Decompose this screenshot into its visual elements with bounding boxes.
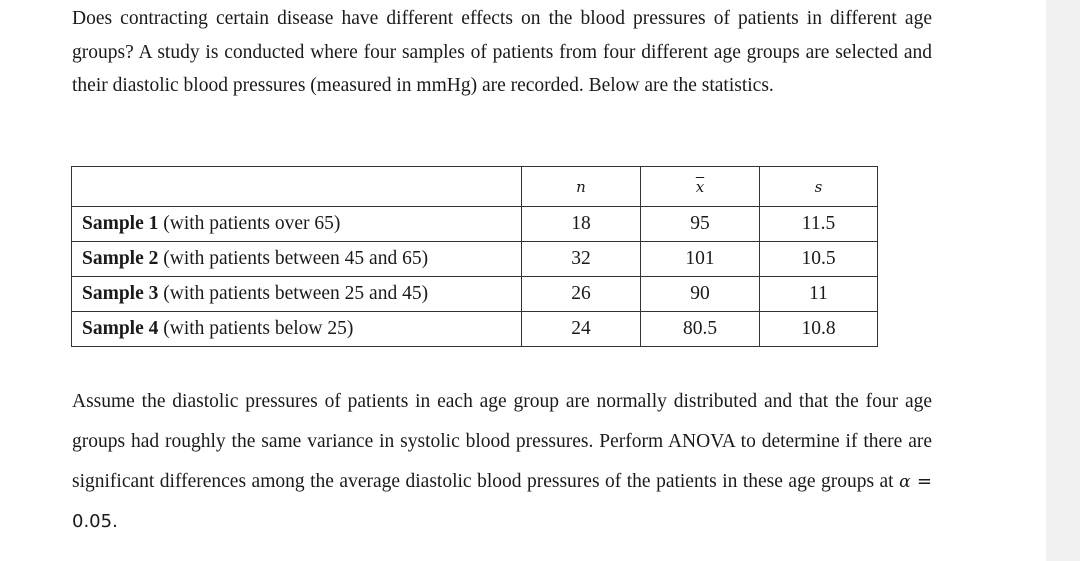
- header-n: n: [521, 166, 641, 207]
- header-empty-cell: [71, 166, 522, 207]
- cell-sd: 10.8: [759, 311, 878, 347]
- cell-n: 18: [521, 206, 641, 242]
- cell-n: 32: [521, 241, 641, 277]
- header-sd: s: [759, 166, 878, 207]
- cell-n: 24: [521, 311, 641, 347]
- table-row: Sample 3 (with patients between 25 and 4…: [71, 276, 878, 312]
- table-row: Sample 4 (with patients below 25) 24 80.…: [71, 311, 878, 347]
- question-paragraph: Assume the diastolic pressures of patien…: [72, 382, 932, 542]
- statistics-table: n x s Sample 1 (with patients over 65) 1…: [71, 166, 878, 347]
- cell-n: 26: [521, 276, 641, 312]
- row-label: Sample 3 (with patients between 25 and 4…: [71, 276, 522, 312]
- cell-mean: 101: [640, 241, 760, 277]
- intro-paragraph: Does contracting certain disease have di…: [72, 8, 932, 96]
- row-label: Sample 2 (with patients between 45 and 6…: [71, 241, 522, 277]
- table-row: Sample 2 (with patients between 45 and 6…: [71, 241, 878, 277]
- cell-sd: 11: [759, 276, 878, 312]
- row-label: Sample 4 (with patients below 25): [71, 311, 522, 347]
- header-mean: x: [640, 166, 760, 207]
- cell-mean: 90: [640, 276, 760, 312]
- page-margin-strip: [1046, 0, 1080, 561]
- cell-sd: 10.5: [759, 241, 878, 277]
- cell-mean: 80.5: [640, 311, 760, 347]
- table-row: Sample 1 (with patients over 65) 18 95 1…: [71, 206, 878, 242]
- alpha-symbol: α: [899, 472, 911, 492]
- row-label: Sample 1 (with patients over 65): [71, 206, 522, 242]
- cell-mean: 95: [640, 206, 760, 242]
- alpha-value: = 0.05.: [72, 471, 933, 532]
- table-header-row: n x s: [71, 166, 878, 207]
- question-text: Assume the diastolic pressures of patien…: [72, 391, 932, 492]
- cell-sd: 11.5: [759, 206, 878, 242]
